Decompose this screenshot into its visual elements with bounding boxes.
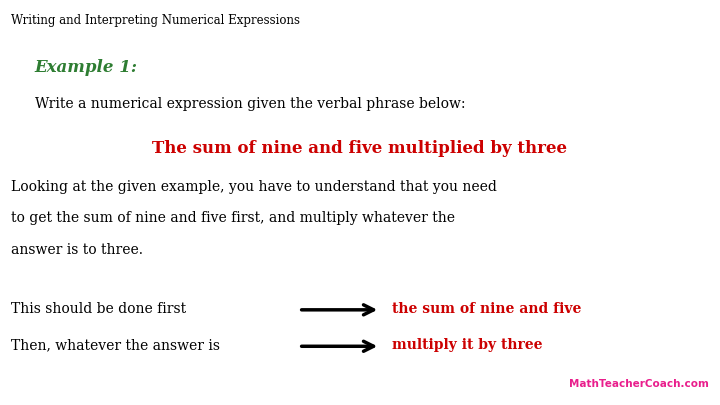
Text: The sum of nine and five multiplied by three: The sum of nine and five multiplied by t… bbox=[153, 140, 567, 157]
Text: MathTeacherCoach.com: MathTeacherCoach.com bbox=[570, 379, 709, 389]
Text: Write a numerical expression given the verbal phrase below:: Write a numerical expression given the v… bbox=[35, 97, 465, 111]
Text: Then, whatever the answer is: Then, whatever the answer is bbox=[11, 338, 220, 352]
Text: Looking at the given example, you have to understand that you need: Looking at the given example, you have t… bbox=[11, 180, 497, 194]
Text: answer is to three.: answer is to three. bbox=[11, 243, 143, 257]
Text: Example 1:: Example 1: bbox=[35, 59, 138, 76]
Text: the sum of nine and five: the sum of nine and five bbox=[392, 302, 582, 316]
Text: This should be done first: This should be done first bbox=[11, 302, 186, 316]
Text: multiply it by three: multiply it by three bbox=[392, 338, 543, 352]
Text: Writing and Interpreting Numerical Expressions: Writing and Interpreting Numerical Expre… bbox=[11, 14, 300, 27]
Text: to get the sum of nine and five first, and multiply whatever the: to get the sum of nine and five first, a… bbox=[11, 211, 455, 226]
